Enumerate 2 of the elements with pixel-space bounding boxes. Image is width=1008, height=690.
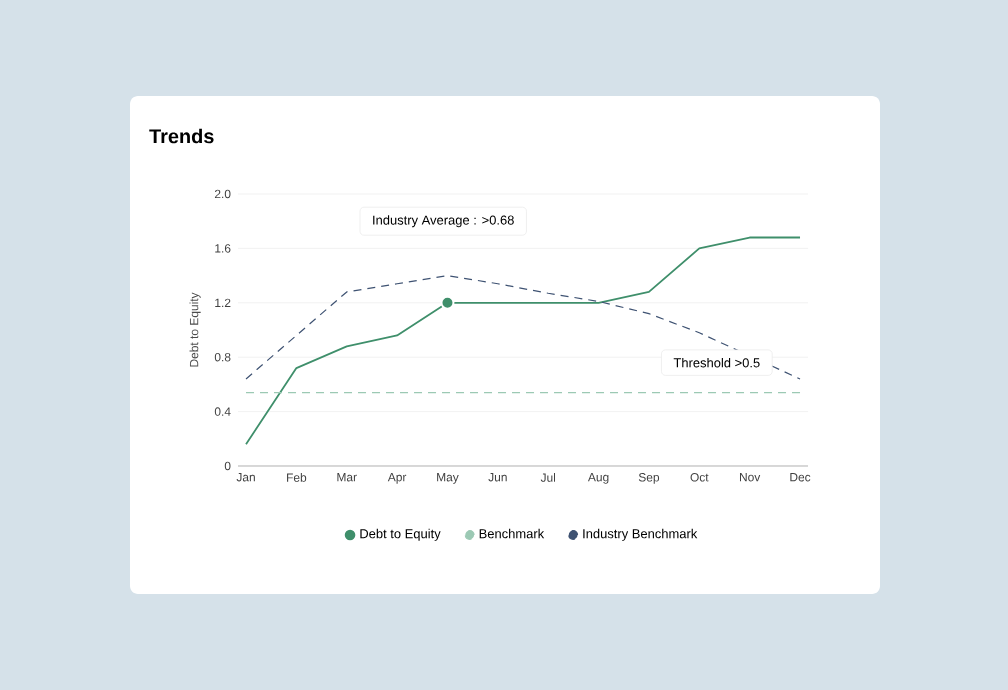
line-series [245, 275, 801, 380]
chart-title: Trends [149, 128, 214, 144]
